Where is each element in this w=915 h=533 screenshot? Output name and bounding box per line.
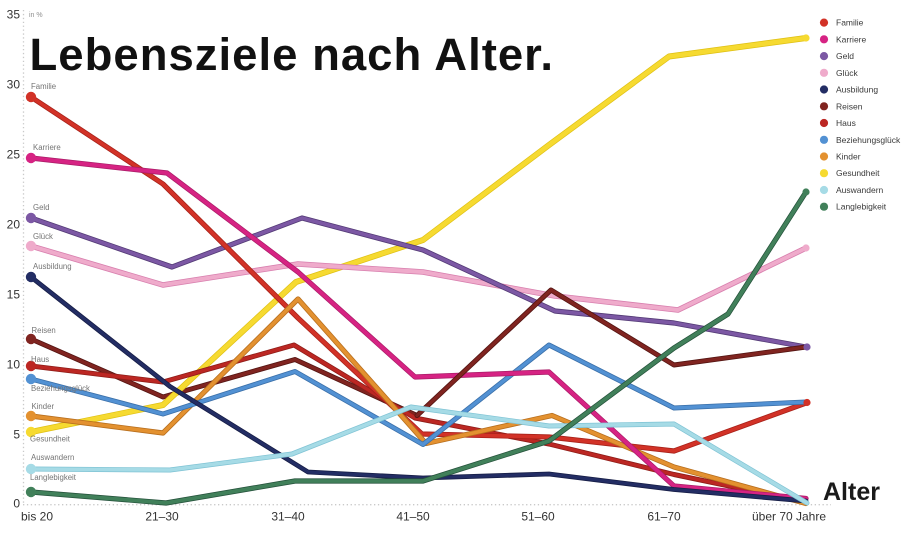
svg-text:Reisen: Reisen — [836, 101, 863, 111]
svg-text:21–30: 21–30 — [145, 510, 179, 524]
svg-text:Karriere: Karriere — [836, 34, 867, 44]
svg-text:Familie: Familie — [31, 82, 56, 91]
svg-text:Auswandern: Auswandern — [31, 453, 74, 462]
svg-text:bis 20: bis 20 — [21, 510, 53, 524]
svg-text:Karriere: Karriere — [33, 143, 61, 152]
svg-text:31–40: 31–40 — [271, 510, 305, 524]
svg-text:25: 25 — [7, 148, 21, 162]
svg-text:Haus: Haus — [31, 355, 49, 364]
svg-text:über 70 Jahre: über 70 Jahre — [752, 510, 826, 524]
svg-text:0: 0 — [13, 497, 20, 511]
svg-text:20: 20 — [7, 218, 21, 232]
svg-text:Kinder: Kinder — [836, 152, 861, 162]
svg-text:Gesundheit: Gesundheit — [836, 168, 880, 178]
svg-text:Glück: Glück — [836, 68, 858, 78]
svg-text:Haus: Haus — [836, 118, 856, 128]
svg-text:41–50: 41–50 — [396, 510, 430, 524]
svg-text:in %: in % — [29, 12, 43, 19]
svg-text:61–70: 61–70 — [647, 510, 681, 524]
svg-text:35: 35 — [7, 8, 21, 22]
svg-text:Ausbildung: Ausbildung — [836, 85, 878, 95]
svg-text:Kinder: Kinder — [32, 402, 55, 411]
svg-text:Geld: Geld — [33, 203, 49, 212]
svg-text:Beziehungsglück: Beziehungsglück — [836, 135, 901, 145]
svg-text:Auswandern: Auswandern — [836, 185, 884, 195]
svg-text:5: 5 — [13, 428, 20, 442]
svg-text:Langlebigkeit: Langlebigkeit — [30, 473, 77, 482]
svg-text:Glück: Glück — [33, 232, 53, 241]
svg-text:51–60: 51–60 — [521, 510, 555, 524]
svg-text:Alter: Alter — [823, 478, 880, 506]
svg-text:15: 15 — [7, 288, 21, 302]
svg-text:Gesundheit: Gesundheit — [30, 435, 71, 444]
svg-text:Beziehungsglück: Beziehungsglück — [31, 384, 90, 393]
svg-text:Reisen: Reisen — [32, 326, 56, 335]
svg-text:Ausbildung: Ausbildung — [33, 262, 72, 271]
svg-text:Langlebigkeit: Langlebigkeit — [836, 202, 887, 212]
svg-text:Geld: Geld — [836, 51, 854, 61]
svg-text:Familie: Familie — [836, 18, 864, 28]
svg-text:10: 10 — [7, 358, 21, 372]
svg-text:30: 30 — [7, 78, 21, 92]
